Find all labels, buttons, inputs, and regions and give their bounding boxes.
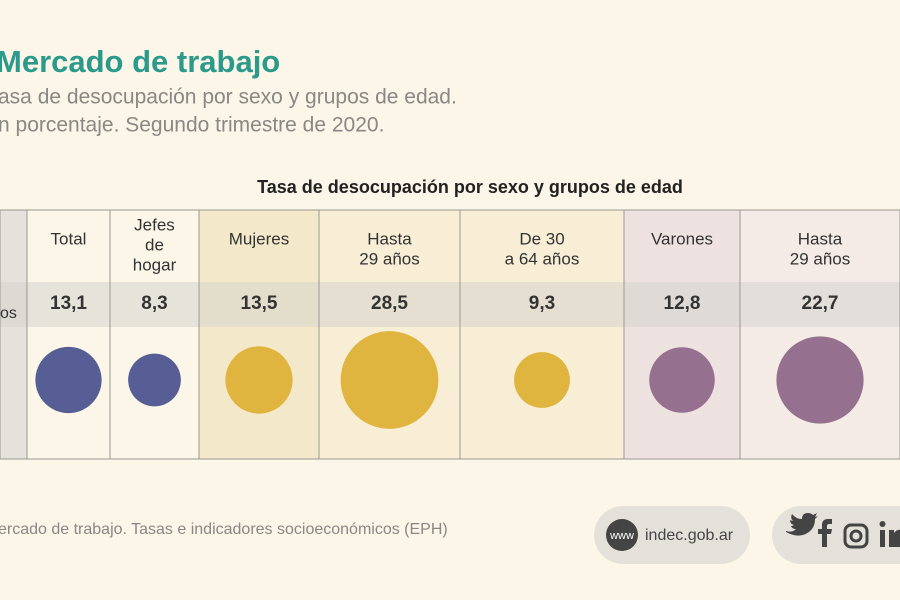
column-label: Total (51, 229, 87, 248)
title: Mercado de trabajo (0, 44, 280, 79)
subtitle: n porcentaje. Segundo trimestre de 2020. (0, 114, 384, 137)
value-label: 12,8 (664, 293, 701, 314)
bubble (514, 352, 570, 408)
twitter-icon[interactable] (786, 513, 818, 536)
subtitle: asa de desocupación por sexo y grupos de… (0, 86, 457, 109)
value-label: 8,3 (141, 293, 167, 314)
bubble (35, 346, 102, 414)
source: ercado de trabajo. Tasas e indicadores s… (0, 521, 448, 538)
value-row (0, 282, 900, 327)
column-label: Varones (651, 229, 713, 248)
column-shade (624, 210, 740, 459)
bubble (128, 353, 181, 407)
value-label: 9,3 (529, 293, 555, 314)
row-label-cell (0, 210, 27, 459)
linkedin-icon-dot (879, 521, 886, 527)
www-icon (606, 519, 638, 551)
linkedin-icon-n (889, 529, 900, 547)
value-label: 22,7 (802, 293, 839, 314)
instagram-icon[interactable] (843, 523, 869, 549)
column-label: de (145, 235, 164, 254)
site-pill[interactable] (594, 506, 750, 564)
column-shade (460, 210, 624, 459)
column-label: Hasta (367, 229, 412, 248)
site-link[interactable]: indec.gob.ar (645, 527, 734, 544)
bubble (225, 346, 293, 414)
value-label: 13,1 (50, 293, 87, 314)
column-label: hogar (133, 255, 177, 274)
column-label: Mujeres (229, 229, 289, 248)
bubble (776, 336, 864, 424)
instagram-icon-lens (849, 529, 863, 543)
value-label: 13,5 (241, 293, 278, 314)
column-label: 29 años (790, 249, 851, 268)
table-title: Tasa de desocupación por sexo y grupos d… (257, 177, 683, 197)
facebook-icon[interactable] (818, 519, 832, 547)
column-shade (199, 210, 319, 459)
value-label: 28,5 (371, 293, 408, 314)
column-label: 29 años (359, 249, 420, 268)
bubble (340, 331, 439, 429)
column-label: De 30 (519, 229, 564, 248)
column-label: a 64 años (505, 249, 580, 268)
linkedin-icon[interactable] (880, 530, 885, 547)
bubble (649, 347, 715, 413)
www-text: www (609, 530, 634, 542)
column-label: Hasta (798, 229, 843, 248)
column-label: Jefes (134, 215, 175, 234)
row-label: os (0, 305, 17, 322)
